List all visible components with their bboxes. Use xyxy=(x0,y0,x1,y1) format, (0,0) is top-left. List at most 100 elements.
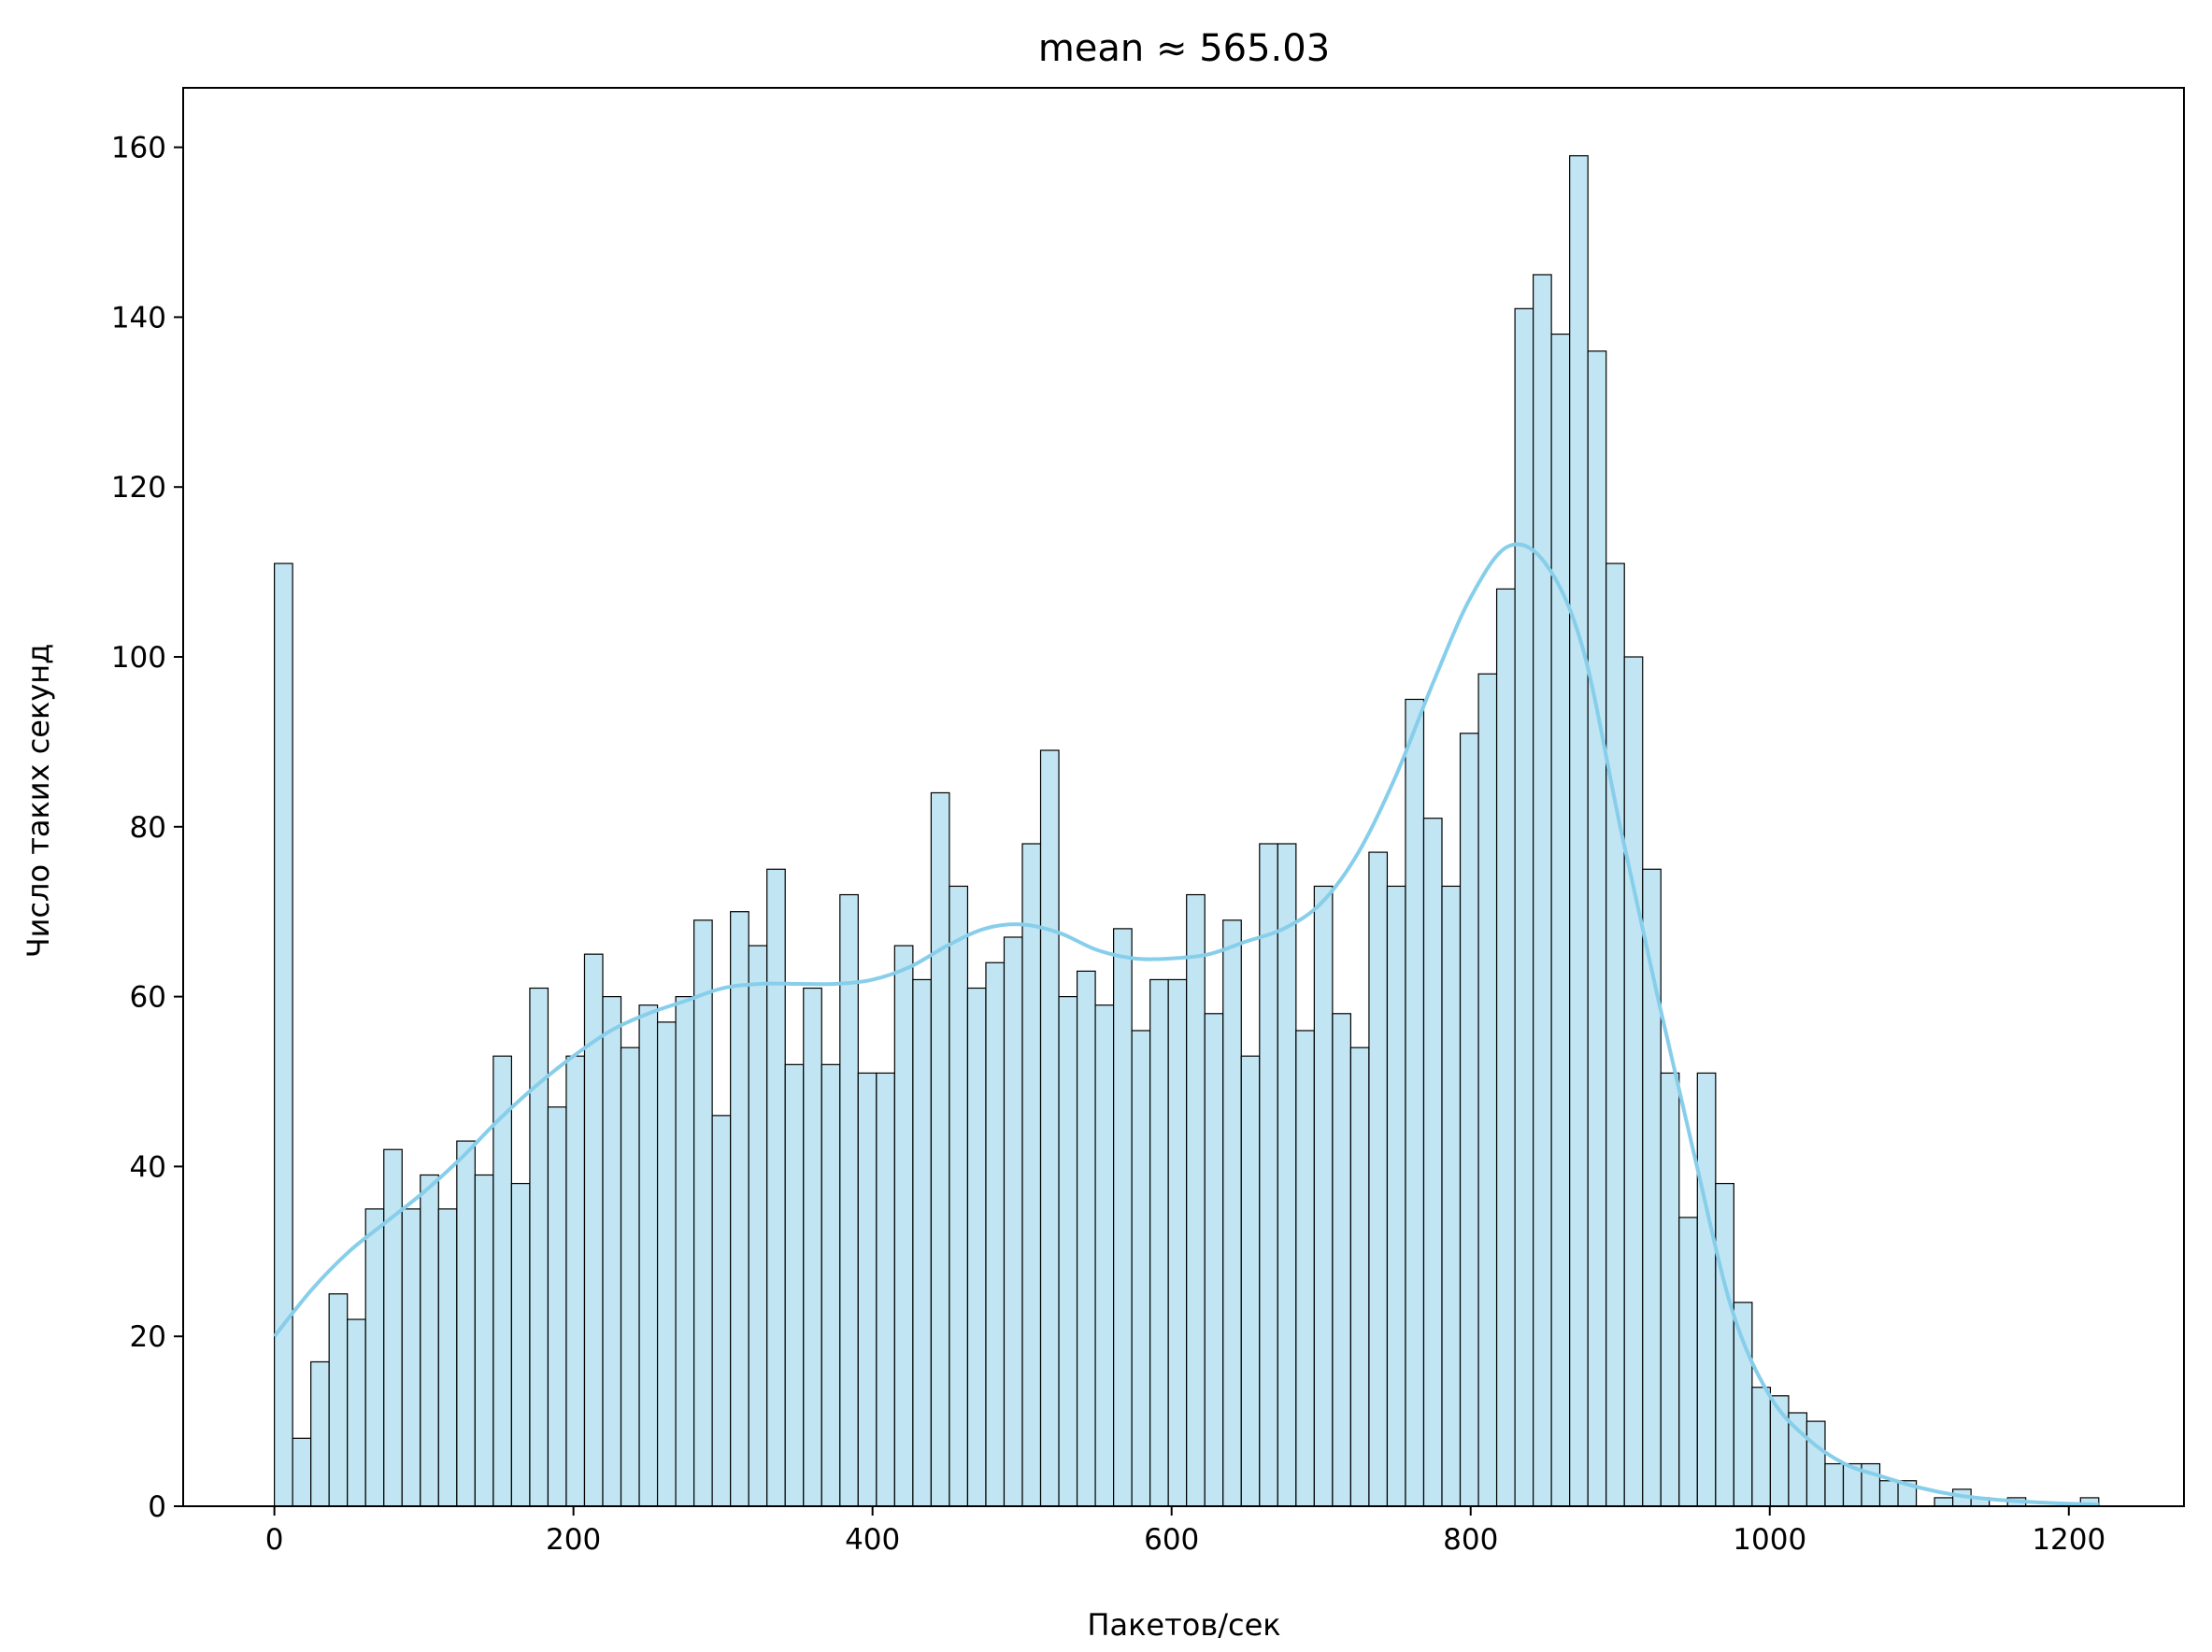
y-tick-label: 100 xyxy=(111,641,166,675)
x-tick-label: 0 xyxy=(265,1523,284,1557)
y-tick-label: 120 xyxy=(111,471,166,505)
histogram-bar xyxy=(1788,1412,1808,1507)
histogram-bar xyxy=(730,911,749,1507)
histogram-bar xyxy=(437,1208,458,1507)
x-tick-label: 200 xyxy=(546,1523,601,1557)
histogram-bar xyxy=(912,978,932,1507)
x-axis-label: Пакетов/сек xyxy=(1087,1607,1280,1643)
plot-frame xyxy=(182,87,2185,1507)
histogram-bar xyxy=(1259,843,1278,1507)
histogram-bar xyxy=(1587,350,1607,1507)
histogram-bar xyxy=(1605,563,1625,1507)
y-axis-label: Число таких секунд xyxy=(21,644,56,959)
histogram-bar xyxy=(1167,978,1188,1507)
histogram-bar xyxy=(1660,1072,1680,1507)
histogram-bar xyxy=(766,868,786,1507)
histogram-bar xyxy=(985,961,1006,1507)
histogram-bar xyxy=(1131,1030,1151,1507)
histogram-bar xyxy=(839,893,859,1507)
histogram-bar xyxy=(821,1063,841,1507)
histogram-bar xyxy=(510,1182,531,1507)
histogram-bar xyxy=(1094,1004,1115,1507)
histogram-bar xyxy=(456,1140,476,1507)
histogram-bar xyxy=(547,1106,567,1507)
histogram-bar xyxy=(1678,1217,1698,1507)
histogram-bar xyxy=(930,791,950,1507)
histogram-bar xyxy=(474,1174,494,1507)
histogram-bar xyxy=(292,1437,312,1507)
histogram-bar xyxy=(1441,885,1462,1507)
histogram-bar xyxy=(310,1360,330,1507)
histogram-bar xyxy=(656,1021,677,1507)
kde-line xyxy=(273,542,2099,1507)
histogram-bar xyxy=(1295,1030,1315,1507)
x-tick-label: 800 xyxy=(1443,1523,1498,1557)
histogram-bar xyxy=(1222,919,1242,1507)
histogram-bar xyxy=(693,919,713,1507)
histogram-bar xyxy=(638,1004,659,1507)
histogram-bar xyxy=(1495,588,1516,1507)
y-tick-label: 20 xyxy=(130,1320,166,1354)
histogram-bar xyxy=(1039,749,1060,1507)
axes: 0 200 400 600 800 1000 1200 0 20 40 60 80 100 120 140 1… xyxy=(111,87,2185,1557)
histogram-bar xyxy=(1477,673,1498,1507)
histogram-bar xyxy=(711,1115,732,1507)
histogram-bar xyxy=(1422,818,1443,1507)
histogram-bar xyxy=(364,1208,385,1507)
histogram-bar xyxy=(1313,885,1334,1507)
histogram-bar xyxy=(328,1293,349,1507)
histogram-bar xyxy=(1715,1182,1734,1507)
histogram-bar xyxy=(1386,885,1406,1507)
histogram-bar xyxy=(1550,334,1571,1507)
histogram-bar xyxy=(784,1063,805,1507)
histogram-bar xyxy=(966,987,987,1507)
histogram-bar xyxy=(420,1174,439,1507)
histogram-bar xyxy=(1003,936,1023,1507)
histogram-bar xyxy=(1405,698,1425,1507)
histogram-bar xyxy=(1076,970,1096,1507)
histogram-bar xyxy=(1277,843,1297,1507)
histogram-bar xyxy=(893,945,914,1507)
x-tick-label: 1200 xyxy=(2032,1523,2105,1557)
x-tick-label: 1000 xyxy=(1733,1523,1806,1557)
y-tick-label: 40 xyxy=(130,1150,166,1184)
histogram-bars xyxy=(274,155,2100,1507)
histogram-bar xyxy=(1824,1462,1845,1507)
histogram-bar xyxy=(1332,1013,1351,1507)
histogram-bar xyxy=(1349,1047,1370,1507)
histogram-bar xyxy=(1733,1302,1753,1507)
histogram-bar xyxy=(1878,1480,1899,1507)
histogram-bar xyxy=(675,996,695,1507)
histogram-bar xyxy=(1934,1497,1954,1507)
y-tick-label: 80 xyxy=(130,811,166,845)
histogram-bar xyxy=(857,1072,878,1507)
histogram-bar xyxy=(529,987,549,1507)
histogram-bar xyxy=(274,563,293,1507)
histogram-bar xyxy=(1240,1055,1261,1507)
histogram-bar xyxy=(1149,978,1169,1507)
histogram-bar xyxy=(1021,843,1042,1507)
histogram-bar xyxy=(383,1148,403,1507)
histogram-bar xyxy=(1696,1072,1717,1507)
kde-curve-layer xyxy=(273,542,2099,1507)
histogram-bar xyxy=(1113,928,1133,1507)
histogram-bar xyxy=(1368,851,1389,1507)
histogram-bar xyxy=(1569,155,1589,1507)
histogram-bar xyxy=(1514,307,1534,1507)
x-tick-label: 600 xyxy=(1144,1523,1199,1557)
x-tick-label: 400 xyxy=(845,1523,900,1557)
histogram-bar xyxy=(748,945,768,1507)
histogram-bar xyxy=(1623,656,1644,1507)
histogram-bar xyxy=(565,1055,586,1507)
histogram-bar xyxy=(347,1318,366,1507)
histogram-bar xyxy=(949,885,969,1507)
histogram-bar xyxy=(602,996,622,1507)
histogram-bar xyxy=(1805,1420,1826,1507)
histogram-bar xyxy=(803,987,822,1507)
histogram-bar xyxy=(1459,733,1479,1507)
histogram-bar xyxy=(1204,1013,1224,1507)
y-tick-label: 140 xyxy=(111,301,166,335)
y-tick-label: 0 xyxy=(148,1490,166,1524)
histogram-bar xyxy=(620,1047,640,1507)
